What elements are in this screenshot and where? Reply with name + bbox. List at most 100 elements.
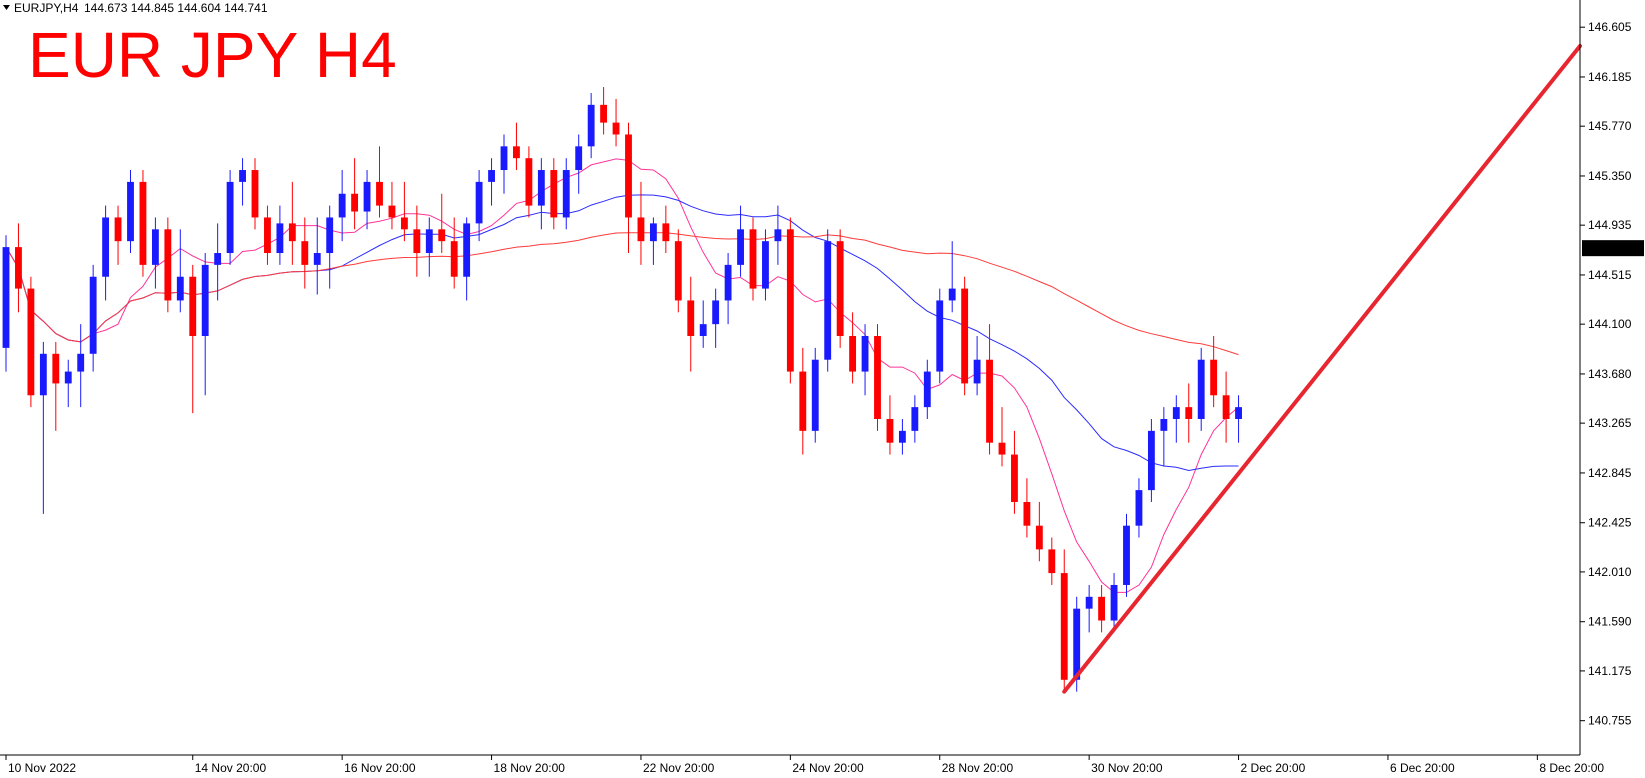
candle-body xyxy=(724,264,732,301)
candle-body xyxy=(849,336,857,372)
trendline[interactable] xyxy=(1062,44,1582,694)
candle-body xyxy=(326,217,334,254)
candle-body xyxy=(475,181,483,224)
candle-body xyxy=(114,217,122,242)
candle-body xyxy=(674,241,682,301)
candle-body xyxy=(1147,430,1155,491)
candle-body xyxy=(1048,549,1056,574)
candle xyxy=(1172,395,1180,443)
candle xyxy=(338,170,346,242)
price-tick-label: 142.845 xyxy=(1588,466,1632,480)
time-tick-label: 8 Dec 20:00 xyxy=(1539,761,1604,775)
candle xyxy=(127,170,134,254)
candle-body xyxy=(1011,454,1018,502)
candle xyxy=(936,288,944,384)
candle xyxy=(687,276,695,372)
candle-body xyxy=(587,104,595,147)
candle-body xyxy=(649,223,657,242)
candle-body xyxy=(102,217,110,277)
candle-body xyxy=(488,170,495,182)
candle-body xyxy=(948,288,956,301)
candle-body xyxy=(251,170,259,218)
price-tick-label: 142.425 xyxy=(1588,516,1632,530)
candle-body xyxy=(276,223,284,254)
candle xyxy=(164,217,172,313)
candle-body xyxy=(463,223,471,277)
candle xyxy=(102,205,110,301)
candle-body xyxy=(998,442,1006,455)
candle-body xyxy=(1098,596,1106,621)
price-tick-label: 143.680 xyxy=(1588,367,1632,381)
price-axis: 146.605 146.185 145.770 145.350 144.935 144.5… xyxy=(1579,0,1644,755)
candle xyxy=(849,312,857,384)
candle xyxy=(737,205,744,277)
candle xyxy=(649,217,657,265)
candle-body xyxy=(936,300,944,372)
candle-body xyxy=(1035,525,1043,550)
candle xyxy=(15,223,22,313)
candle-body xyxy=(898,430,906,443)
candle xyxy=(662,205,670,254)
candle-body xyxy=(1073,608,1081,680)
time-tick-label: 18 Nov 20:00 xyxy=(494,761,566,775)
candle-body xyxy=(874,336,881,419)
candle xyxy=(699,300,707,348)
candle xyxy=(450,217,458,289)
candle xyxy=(64,359,72,408)
candle-body xyxy=(1060,573,1068,680)
chart-title: EUR JPY H4 xyxy=(28,19,397,91)
triangle-down-icon[interactable] xyxy=(3,5,10,10)
candle xyxy=(1135,478,1143,538)
candle xyxy=(27,276,35,408)
candle-body xyxy=(562,170,570,218)
candle-body xyxy=(1185,407,1193,419)
candle xyxy=(425,217,433,277)
candle-body xyxy=(786,229,794,372)
price-tick-label: 144.515 xyxy=(1588,268,1632,282)
candle xyxy=(301,217,309,289)
candle xyxy=(824,229,832,372)
candle-body xyxy=(1135,490,1143,526)
symbol-label: EURJPY,H4 xyxy=(14,1,79,15)
candle-body xyxy=(525,158,533,206)
candle-body xyxy=(52,353,60,384)
candle xyxy=(1210,336,1218,408)
candle-body xyxy=(836,241,844,337)
candle xyxy=(475,170,483,242)
chart-header: EURJPY,H4 144.673 144.845 144.604 144.74… xyxy=(3,1,397,91)
candle xyxy=(151,217,159,289)
time-tick-label: 30 Nov 20:00 xyxy=(1091,761,1163,775)
candle xyxy=(77,324,85,408)
candle-body xyxy=(1160,418,1168,431)
candle xyxy=(774,205,782,265)
price-tick-label: 143.265 xyxy=(1588,416,1632,430)
candle-body xyxy=(27,288,35,396)
candle xyxy=(239,158,246,206)
candle xyxy=(488,158,495,206)
candle xyxy=(89,264,97,372)
candle-body xyxy=(1110,584,1118,621)
ohlc-label: 144.673 144.845 144.604 144.741 xyxy=(84,1,268,15)
candle-body xyxy=(338,193,346,218)
candle-body xyxy=(413,229,421,254)
candle-body xyxy=(612,122,620,135)
price-tick-label: 142.010 xyxy=(1588,565,1632,579)
candle xyxy=(413,205,421,277)
candle-body xyxy=(189,276,197,337)
candle xyxy=(948,241,956,313)
ma-fast-line xyxy=(5,158,1239,593)
candle xyxy=(288,181,296,265)
candle xyxy=(886,395,894,455)
candle xyxy=(201,253,209,396)
candle-body xyxy=(550,170,558,218)
candle xyxy=(400,181,408,242)
candle xyxy=(724,253,732,325)
candle-body xyxy=(264,217,271,254)
plot-area xyxy=(2,44,1582,694)
candle xyxy=(388,181,396,230)
candle xyxy=(1160,407,1168,467)
candle xyxy=(674,229,682,313)
candle-body xyxy=(961,288,969,384)
